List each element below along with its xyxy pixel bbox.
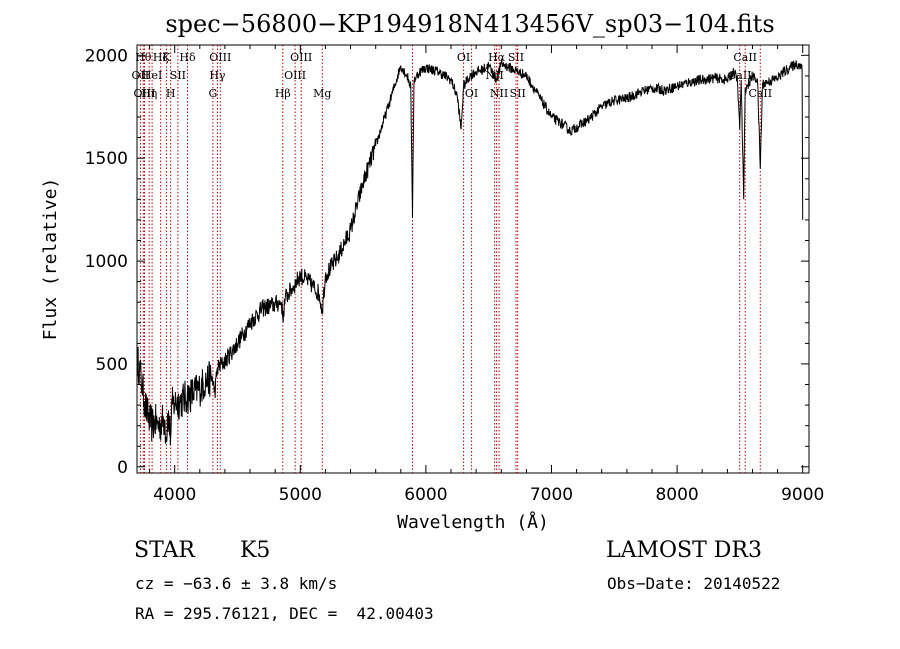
line-marker-label: OIII <box>290 51 312 64</box>
x-tick-label: 7000 <box>530 485 573 505</box>
y-axis-label: Flux (relative) <box>40 178 61 341</box>
coordinates: RA = 295.76121, DEC = 42.00403 <box>135 604 434 623</box>
line-marker-label: OIII <box>209 51 231 64</box>
spectral-line-markers: OIIHθOIIIHηHeIHζKHSIIHδGHγOIIIHβOIIIOIII… <box>132 45 772 473</box>
line-marker-label: K <box>162 51 171 64</box>
y-tick-label: 0 <box>117 458 128 478</box>
y-tick-label: 1500 <box>85 149 128 169</box>
line-marker-label: Hδ <box>179 51 196 64</box>
redshift-readout: cz = −63.6 ± 3.8 km/s <box>135 574 338 593</box>
x-tick-label: 5000 <box>279 485 322 505</box>
x-axis-label: Wavelength (Å) <box>397 511 549 533</box>
plot-frame <box>136 44 810 474</box>
line-marker-label: Hη <box>141 87 157 100</box>
x-tick-label: 9000 <box>781 485 824 505</box>
line-marker-label: SII <box>510 87 526 100</box>
line-marker-label: G <box>209 87 218 100</box>
line-marker-label: Hθ <box>135 51 152 64</box>
line-marker-label: SII <box>170 69 186 82</box>
line-marker-label: OI <box>465 87 478 100</box>
line-marker-label: HeI <box>142 69 162 82</box>
line-marker-label: Mg <box>313 87 331 100</box>
object-subclass: K5 <box>240 538 271 563</box>
x-tick-label: 4000 <box>153 485 196 505</box>
survey-name: LAMOST DR3 <box>606 538 762 563</box>
y-tick-label: 2000 <box>85 46 128 66</box>
y-tick-label: 1000 <box>85 252 128 272</box>
line-marker-label: CaII <box>733 51 757 64</box>
line-marker-label: Hγ <box>209 69 226 82</box>
spectrum-line <box>136 58 804 446</box>
line-marker-label: H <box>166 87 176 100</box>
y-tick-label: 500 <box>96 355 128 375</box>
x-tick-label: 6000 <box>404 485 447 505</box>
line-marker-label: Hζ <box>153 51 169 64</box>
object-class: STAR <box>134 538 195 563</box>
x-tick-label: 8000 <box>655 485 698 505</box>
chart-title: spec−56800−KP194918N413456V_sp03−104.fit… <box>165 10 774 38</box>
line-marker-label: NII <box>490 87 508 100</box>
line-marker-label: CaII <box>748 87 772 100</box>
line-marker-label: Hβ <box>275 87 291 100</box>
line-marker-label: OI <box>457 51 470 64</box>
line-marker-label: Hα <box>488 51 506 64</box>
line-marker-label: SII <box>508 51 524 64</box>
line-marker-label: OIII <box>284 69 306 82</box>
obs-date: Obs−Date: 20140522 <box>607 574 781 593</box>
axis-ticks: 4000 5000 6000 7000 8000 9000 0 500 1000 1500 2000 <box>85 45 824 505</box>
